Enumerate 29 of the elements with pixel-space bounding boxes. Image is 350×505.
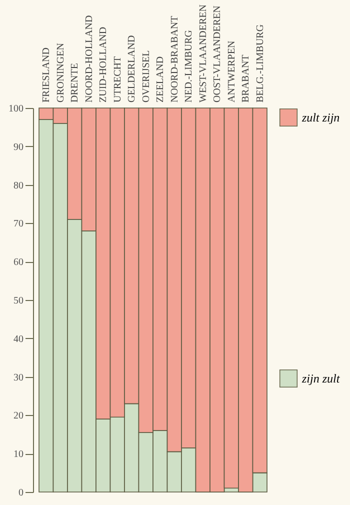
legend-label: zult zijn [301,110,340,124]
x-tick-label: NOORD-HOLLAND [84,15,95,102]
x-tick-label: ZUID-HOLLAND [98,26,110,102]
y-tick-label: 60 [14,257,24,268]
x-tick-label: FRIESLAND [41,47,52,102]
y-tick-label: 20 [14,410,24,422]
x-tick-label: DRENTE [70,63,81,102]
x-tick-label: BELG.-LIMBURG [254,24,266,102]
x-tick-label: OVERIJSEL [140,50,152,102]
x-tick-label: NED.-LIMBURG [184,30,195,102]
y-tick-label: 30 [14,372,24,384]
y-tick-label: 40 [14,334,24,345]
x-tick-label: UTRECHT [112,56,124,102]
x-tick-label: OOST-VLAANDEREN [212,6,224,102]
legend-label: zijn zult [301,372,340,386]
y-tick-label: 100 [8,104,24,114]
x-tick-label: ZEELAND [155,56,166,102]
y-tick-label: 10 [14,449,24,460]
x-tick-label: BRABANT [240,54,252,102]
y-tick-label: 80 [14,180,24,192]
x-tick-label: NOORD-BRABANT [169,16,180,102]
y-tick-label: 50 [14,296,24,306]
x-tick-label: GRONINGEN [55,43,66,102]
y-tick-label: 70 [14,218,24,230]
y-tick-label: 0 [18,488,24,498]
x-tick-label: ANTWERPEN [226,40,238,102]
x-tick-label: WEST-VLAANDEREN [198,4,209,102]
x-tick-label: GELDERLAND [126,35,138,102]
y-tick-label: 90 [14,142,24,153]
